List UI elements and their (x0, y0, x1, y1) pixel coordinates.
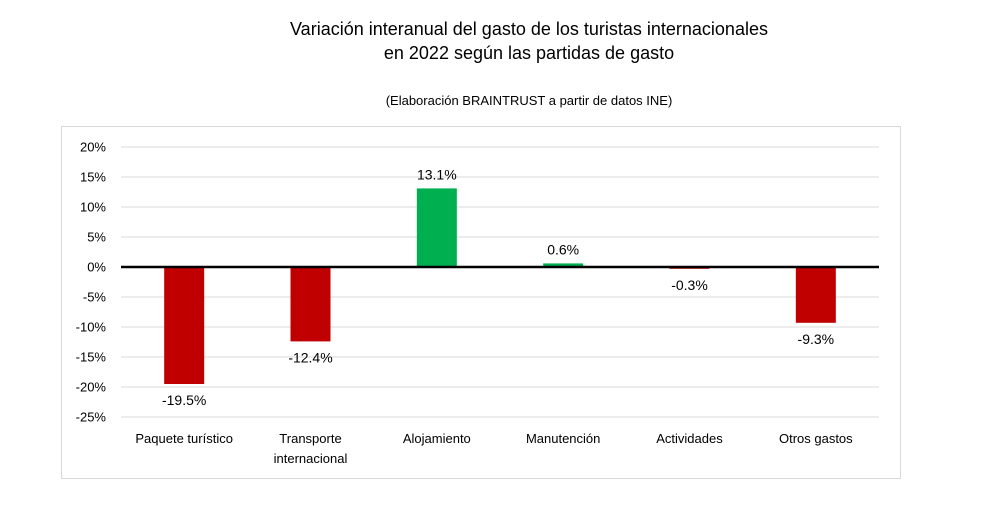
data-label: 0.6% (547, 241, 579, 257)
x-category-label: Paquete turístico (135, 431, 233, 446)
chart-subtitle: (Elaboración BRAINTRUST a partir de dato… (385, 93, 673, 108)
y-tick-label: 15% (80, 170, 106, 185)
y-tick-label: 5% (87, 230, 106, 245)
y-tick-label: -25% (76, 410, 107, 425)
x-category-label: Actividades (656, 431, 723, 446)
y-tick-label: 0% (87, 260, 106, 275)
x-category-label: Manutención (526, 431, 600, 446)
x-category-label: Alojamiento (403, 431, 471, 446)
y-tick-label: -15% (76, 350, 107, 365)
bar (416, 188, 457, 267)
chart-title-line-1: Variación interanual del gasto de los tu… (290, 19, 768, 39)
bar (795, 267, 836, 323)
data-label: -19.5% (162, 392, 206, 408)
x-category-label: Otros gastos (779, 431, 853, 446)
chart-title-line-2: en 2022 según las partidas de gasto (383, 43, 675, 63)
data-label: 13.1% (417, 166, 457, 182)
data-label: -12.4% (288, 349, 332, 365)
y-tick-label: -20% (76, 380, 107, 395)
chart-area-frame (61, 126, 901, 479)
data-label: -0.3% (671, 277, 708, 293)
data-label: -9.3% (798, 331, 835, 347)
y-tick-label: 10% (80, 200, 106, 215)
y-tick-label: -10% (76, 320, 107, 335)
bar (543, 263, 584, 267)
bar (164, 267, 205, 384)
x-category-label: internacional (274, 451, 348, 466)
x-category-label: Transporte (279, 431, 341, 446)
bar (290, 267, 331, 342)
y-tick-label: 20% (80, 140, 106, 155)
y-tick-label: -5% (83, 290, 107, 305)
